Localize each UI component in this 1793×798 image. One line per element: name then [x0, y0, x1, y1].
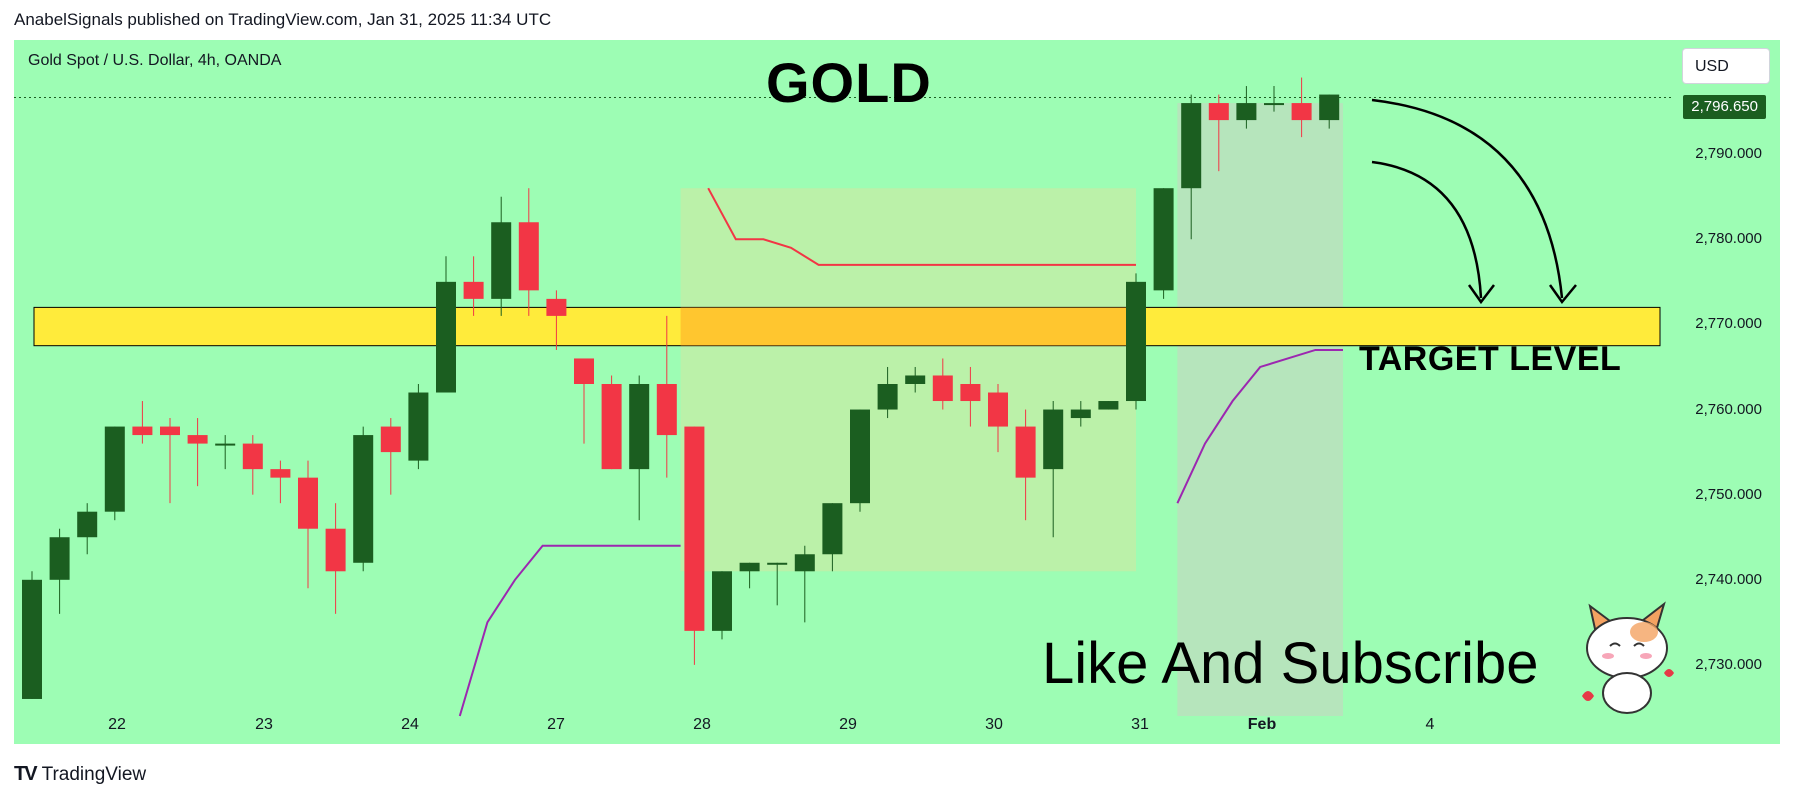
time-tick-label: 30 [985, 716, 1003, 733]
cat-sticker-icon [1582, 601, 1674, 714]
candle-body [187, 435, 208, 444]
candle-body [1236, 103, 1257, 121]
candle-body [712, 571, 732, 631]
candle-body [1070, 409, 1091, 419]
candle-body [132, 426, 153, 436]
candle-body [601, 384, 622, 470]
time-tick-label: 28 [693, 716, 711, 733]
tradingview-logo-icon: TV [14, 763, 38, 785]
candle-body [739, 562, 760, 572]
candle-body [325, 528, 346, 572]
time-tick-label: 29 [839, 716, 857, 733]
time-tick-label: 27 [547, 716, 565, 733]
chart-annotation-title: GOLD [766, 51, 932, 114]
price-tick-label: 2,780.000 [1695, 230, 1762, 248]
candle-body [1015, 426, 1036, 478]
candle-body [436, 281, 456, 393]
price-tick-label: 2,770.000 [1695, 315, 1762, 333]
candle-body [546, 298, 567, 316]
publisher-header: AnabelSignals published on TradingView.c… [14, 10, 552, 29]
candle-body [77, 511, 98, 538]
footer-brand-text: TradingView [41, 763, 147, 785]
time-tick-label: 31 [1131, 716, 1149, 733]
candle-body [684, 426, 705, 631]
currency-selector[interactable]: USD [1682, 48, 1770, 84]
time-tick-label: 4 [1425, 716, 1435, 733]
candle-body [22, 579, 42, 699]
candle-body [353, 435, 374, 563]
price-tick-label: 2,740.000 [1695, 570, 1762, 588]
candle-body [574, 358, 594, 384]
price-tick-label: 2,790.000 [1695, 145, 1762, 163]
current-price-label: 2,796.650 [1683, 95, 1766, 119]
time-tick-label: 24 [401, 716, 419, 733]
candle-body [905, 375, 926, 384]
arrow-head-icon [1467, 284, 1495, 305]
candle-body [1291, 103, 1312, 121]
candle-body [380, 426, 401, 453]
candle-body [794, 554, 815, 572]
subscribe-callout: Like And Subscribe [1042, 631, 1539, 696]
price-tick-label: 2,760.000 [1695, 400, 1762, 418]
candle-body [270, 469, 291, 478]
chart-area[interactable]: Gold Spot / U.S. Dollar, 4h, OANDA GOLD … [14, 40, 1780, 744]
time-tick-label: 22 [108, 716, 126, 733]
candle-body [1264, 103, 1284, 106]
candle-body [242, 443, 263, 470]
candle-body [463, 281, 484, 299]
candle-body [1098, 401, 1119, 410]
candle-body [491, 222, 512, 299]
candle-body [656, 384, 677, 436]
candle-body [1319, 94, 1340, 121]
target-level-label: TARGET LEVEL [1359, 340, 1622, 378]
candle-body [49, 537, 70, 580]
candle-body [408, 392, 429, 461]
candle-body [629, 384, 650, 470]
candle-body [822, 503, 843, 555]
footer-brand[interactable]: TV TradingView [14, 763, 146, 786]
candle-body [1208, 103, 1229, 121]
candle-body [160, 426, 180, 436]
trail-line [1176, 348, 1343, 504]
arrow-head-icon [1548, 284, 1577, 305]
candle-body [215, 443, 236, 446]
stop-line [707, 187, 1136, 266]
time-tick-label: 23 [255, 716, 273, 733]
price-tick-label: 2,730.000 [1695, 655, 1762, 673]
candle-body [298, 477, 318, 529]
candle-body [518, 222, 539, 291]
candle-body [988, 392, 1008, 427]
candle-body [877, 384, 898, 410]
price-tick-label: 2,750.000 [1695, 485, 1762, 503]
candle-body [850, 409, 870, 504]
target-zone-overlap [680, 307, 1145, 346]
instrument-title: Gold Spot / U.S. Dollar, 4h, OANDA [28, 52, 282, 69]
candle-body [767, 562, 788, 565]
candle-body [1153, 188, 1174, 291]
curved-arrow-icon [1371, 160, 1483, 299]
position-shade [1177, 103, 1343, 717]
trail-line [458, 544, 681, 717]
candle-body [1043, 409, 1064, 470]
curved-arrow-icon [1371, 98, 1564, 299]
candle-body [104, 426, 125, 512]
candle-body [960, 384, 981, 402]
time-tick-label: Feb [1247, 716, 1277, 733]
candle-body [1126, 281, 1146, 402]
candle-body [1181, 103, 1202, 189]
candlestick-chart[interactable] [14, 40, 1780, 744]
candle-body [932, 375, 953, 402]
